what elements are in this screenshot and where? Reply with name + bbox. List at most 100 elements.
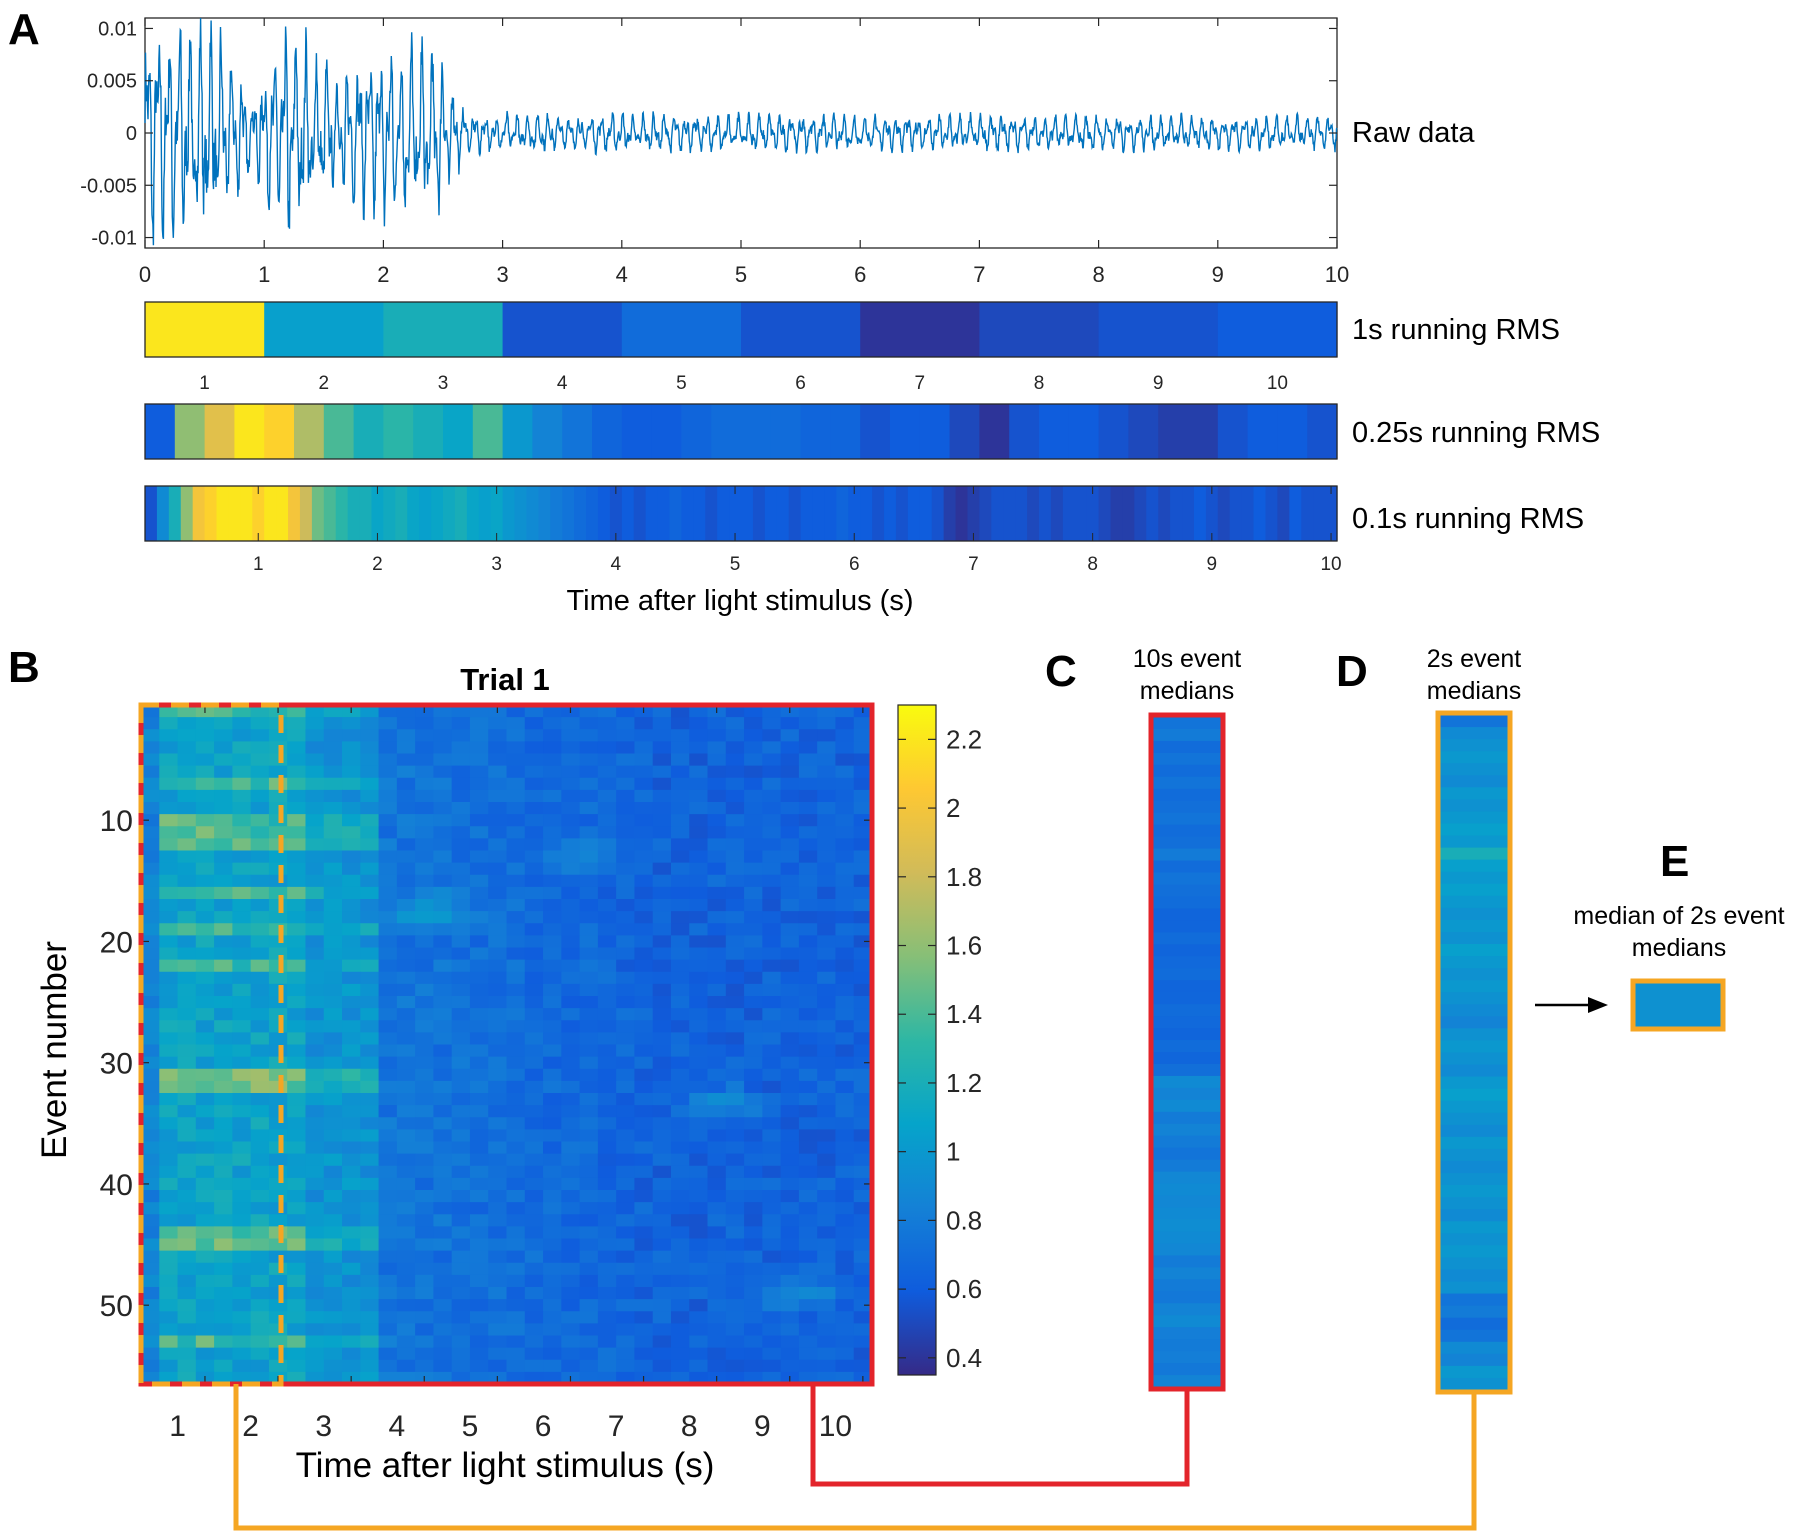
- trial-heatmap-cell: [670, 1177, 690, 1191]
- trial-heatmap-cell: [780, 1214, 800, 1227]
- colorbar: 2.221.81.61.41.210.80.60.4: [897, 704, 982, 1376]
- rms-01s-cell: [633, 486, 647, 541]
- d-median-cell: [1440, 1185, 1508, 1198]
- trial-heatmap-cell: [798, 705, 818, 718]
- trial-heatmap-cell: [597, 777, 617, 791]
- trial-heatmap-cell: [232, 874, 252, 888]
- trial-heatmap-cell: [725, 1359, 745, 1373]
- trial-heatmap-cell: [177, 923, 197, 936]
- trial-heatmap-cell: [141, 729, 160, 742]
- trial-heatmap-cell: [396, 753, 416, 767]
- rms-1s-cell: [741, 302, 861, 357]
- trial-heatmap-cell: [214, 838, 233, 852]
- trial-heatmap-cell: [323, 1335, 343, 1349]
- trial-heatmap-cell: [780, 1056, 800, 1070]
- raw-x-tick-label: 9: [1212, 262, 1224, 287]
- trial-heatmap-cell: [725, 899, 745, 912]
- trial-heatmap-cell: [396, 1287, 416, 1300]
- trial-heatmap-cell: [725, 1177, 745, 1191]
- trial-heatmap-cell: [141, 717, 160, 730]
- trial-heatmap-cell: [780, 765, 800, 779]
- trial-heatmap-cell: [378, 1299, 398, 1312]
- d-median-cells: [1440, 715, 1508, 1391]
- trial-heatmap-cell: [579, 741, 599, 755]
- c-median-cell: [1153, 752, 1221, 766]
- trial-heatmap-cell: [305, 862, 325, 876]
- trial-heatmap-cell: [543, 705, 562, 718]
- trial-heatmap-cell: [853, 1093, 873, 1106]
- trial-heatmap-cell: [342, 1093, 361, 1106]
- trial-heatmap-cell: [634, 1347, 654, 1361]
- trial-heatmap-cell: [707, 935, 727, 949]
- trial-heatmap-cell: [506, 1274, 526, 1288]
- trial-heatmap-cell: [469, 1311, 489, 1324]
- trial-heatmap-cell: [597, 1262, 617, 1276]
- trial-heatmap-cell: [670, 1056, 690, 1070]
- raw-x-tick-label: 7: [973, 262, 985, 287]
- trial-heatmap-cell: [689, 1335, 709, 1349]
- trial-heatmap-cell: [725, 1020, 745, 1033]
- trial-heatmap-cell: [543, 1044, 562, 1058]
- trial-heatmap-cell: [524, 1117, 544, 1130]
- trial-heatmap-cell: [469, 1129, 489, 1143]
- trial-heatmap-cell: [141, 899, 160, 912]
- trial-heatmap-cell: [597, 1250, 617, 1264]
- trial-heatmap-cell: [689, 814, 709, 827]
- trial-heatmap-cell: [597, 911, 617, 924]
- trial-heatmap-cell: [652, 886, 672, 900]
- trial-heatmap-cell: [488, 729, 507, 742]
- trial-heatmap-cell: [177, 971, 197, 985]
- trial-heatmap-cell: [616, 765, 635, 779]
- trial-heatmap-cell: [616, 1141, 635, 1155]
- trial-heatmap-cell: [744, 1141, 763, 1155]
- trial-heatmap-cell: [250, 1020, 270, 1033]
- trial-heatmap-cell: [342, 1165, 361, 1179]
- trial-heatmap-cell: [451, 862, 471, 876]
- trial-heatmap-cell: [670, 947, 690, 961]
- trial-heatmap-cell: [451, 753, 471, 767]
- trial-heatmap-cell: [579, 850, 599, 864]
- trial-heatmap-cell: [378, 1141, 398, 1155]
- trial-heatmap-cell: [744, 1177, 763, 1191]
- trial-heatmap-cell: [141, 741, 160, 755]
- trial-heatmap-cell: [433, 1371, 453, 1385]
- trial-heatmap-cell: [817, 1165, 836, 1179]
- trial-heatmap-cell: [433, 923, 453, 936]
- rms-01s-cell: [264, 486, 277, 541]
- trial-heatmap-cell: [378, 1056, 398, 1070]
- trial-heatmap-cell: [561, 971, 581, 985]
- trial-heatmap-cell: [707, 777, 727, 791]
- trial-heatmap-cell: [506, 814, 526, 827]
- trial-heatmap-cell: [451, 729, 471, 742]
- trial-heatmap-cell: [488, 947, 507, 961]
- c-median-cell: [1153, 1028, 1221, 1041]
- trial-heatmap-cell: [360, 1105, 380, 1118]
- trial-heatmap-cell: [616, 1359, 635, 1373]
- trial-heatmap-cell: [305, 874, 325, 888]
- trial-heatmap-cell: [469, 1093, 489, 1106]
- trial-heatmap-cell: [159, 705, 179, 718]
- trial-heatmap-cell: [323, 1044, 343, 1058]
- trial-heatmap-cell: [287, 802, 306, 815]
- trial-heatmap-cell: [798, 1080, 818, 1094]
- c-medians-chart: 10s event medians: [1133, 645, 1241, 1392]
- trial-heatmap-cell: [159, 1250, 179, 1264]
- trial-heatmap-cell: [469, 705, 489, 718]
- trial-heatmap-cell: [652, 1250, 672, 1264]
- trial-heatmap-cell: [141, 1044, 160, 1058]
- trial-heatmap-cell: [214, 959, 233, 973]
- d-median-cell: [1440, 883, 1508, 897]
- trial-heatmap-cell: [159, 1056, 179, 1070]
- trial-heatmap-cell: [488, 1335, 507, 1349]
- trial-heatmap-cell: [469, 959, 489, 973]
- trial-heatmap-cell: [634, 789, 654, 803]
- trial-heatmap-cell: [817, 911, 836, 924]
- trial-heatmap-cell: [725, 1238, 745, 1252]
- trial-heatmap-cell: [707, 1044, 727, 1058]
- trial-heatmap-cell: [689, 1080, 709, 1094]
- trial-heatmap-cell: [250, 765, 270, 779]
- trial-heatmap-cell: [835, 1165, 855, 1179]
- c-median-cell: [1153, 1171, 1221, 1185]
- trial-heatmap-cell: [360, 1274, 380, 1288]
- trial-heatmap-cell: [652, 1056, 672, 1070]
